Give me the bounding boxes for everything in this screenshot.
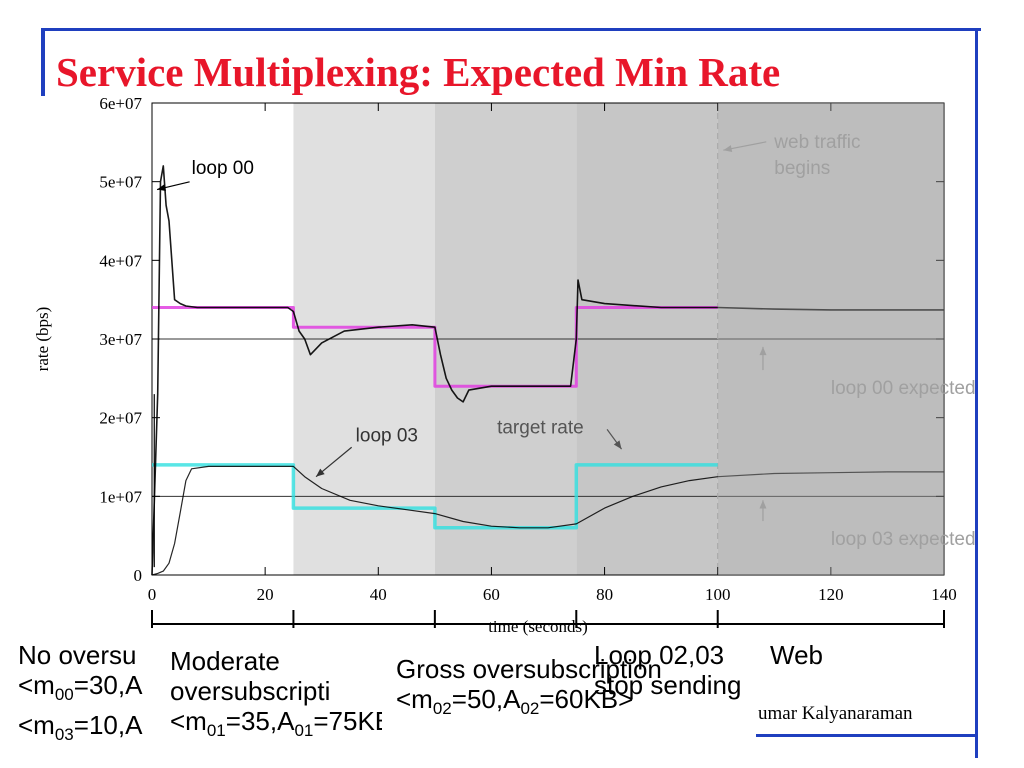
phase-2-line-2: <m02=50,A02=60KB> [396,684,634,719]
phase-label-stop-sending: Loop 02,03 stop sending [594,640,741,700]
slide-frame-bottom [756,734,978,737]
annotation-2: target rate [497,417,584,438]
annotation-6: loop 03 expected [831,529,976,550]
phase-2-line-1: Gross oversubscription [396,654,662,684]
phase-4-line-1: Web [770,640,823,670]
x-tick-label-3: 60 [483,585,500,604]
series-loop03 [151,465,944,576]
annotation-arrowhead-0 [157,184,166,192]
annotation-4: begins [774,158,830,179]
slide-frame-right [975,28,978,758]
phase-0-line-1: No oversu [18,640,137,670]
annotation-arrowhead-1 [316,468,325,477]
annotation-5: loop 00 expected [831,378,976,399]
slide-title: Service Multiplexing: Expected Min Rate [56,49,781,95]
series-loop03-expected [152,463,718,530]
x-tick-label-5: 100 [705,585,731,604]
author-footer: umar Kalyanaraman [758,703,913,724]
annotation-arrowhead-2 [613,440,622,450]
phase-label-web: Web [770,640,823,670]
y-tick-label-1: 1e+07 [99,487,142,506]
phase-label-gross: Gross oversubscription <m02=50,A02=60KB> [396,654,662,724]
x-tick-label-4: 80 [596,585,613,604]
y-tick-label-2: 2e+07 [99,409,142,428]
y-tick-label-6: 6e+07 [99,94,142,113]
y-axis-label: rate (bps) [33,307,52,372]
phase-label-moderate: Moderate oversubscripti <m01=35,A01=75KB… [170,646,382,747]
x-tick-label-6: 120 [818,585,844,604]
phase-1-line-2: oversubscripti [170,676,331,706]
phase-1-line-3: <m01=35,A01=75KB> [170,706,382,741]
x-tick-label-0: 0 [148,585,157,604]
y-tick-label-3: 3e+07 [99,330,142,349]
phase-label-no-oversubscription: No oversu <m00=30,A <m03=10,A [18,640,170,751]
series-loop00 [151,165,944,576]
phase-0-line-3: <m03=10,A [18,710,143,745]
phase-1-line-1: Moderate [170,646,280,676]
phase-3-line-2: stop sending [594,670,742,700]
annotation-3: web traffic [773,132,860,153]
x-tick-label-2: 40 [370,585,387,604]
x-tick-label-1: 20 [257,585,274,604]
annotation-1: loop 03 [356,425,418,446]
annotation-arrowhead-5 [759,346,767,356]
x-axis-label: time (seconds) [488,617,588,636]
phase-0-line-2: <m00=30,A [18,670,143,705]
annotation-0: loop 00 [192,158,254,179]
annotation-arrowhead-3 [723,145,733,153]
y-tick-label-4: 4e+07 [99,251,142,270]
y-tick-label-5: 5e+07 [99,173,142,192]
x-tick-label-7: 140 [931,585,957,604]
slide-frame-left [41,28,45,96]
phase-3-line-1: Loop 02,03 [594,640,725,670]
y-tick-label-0: 0 [134,566,143,585]
slide-frame-top [41,28,981,31]
annotation-arrowhead-6 [759,500,767,509]
web-region-overlay [717,103,944,575]
